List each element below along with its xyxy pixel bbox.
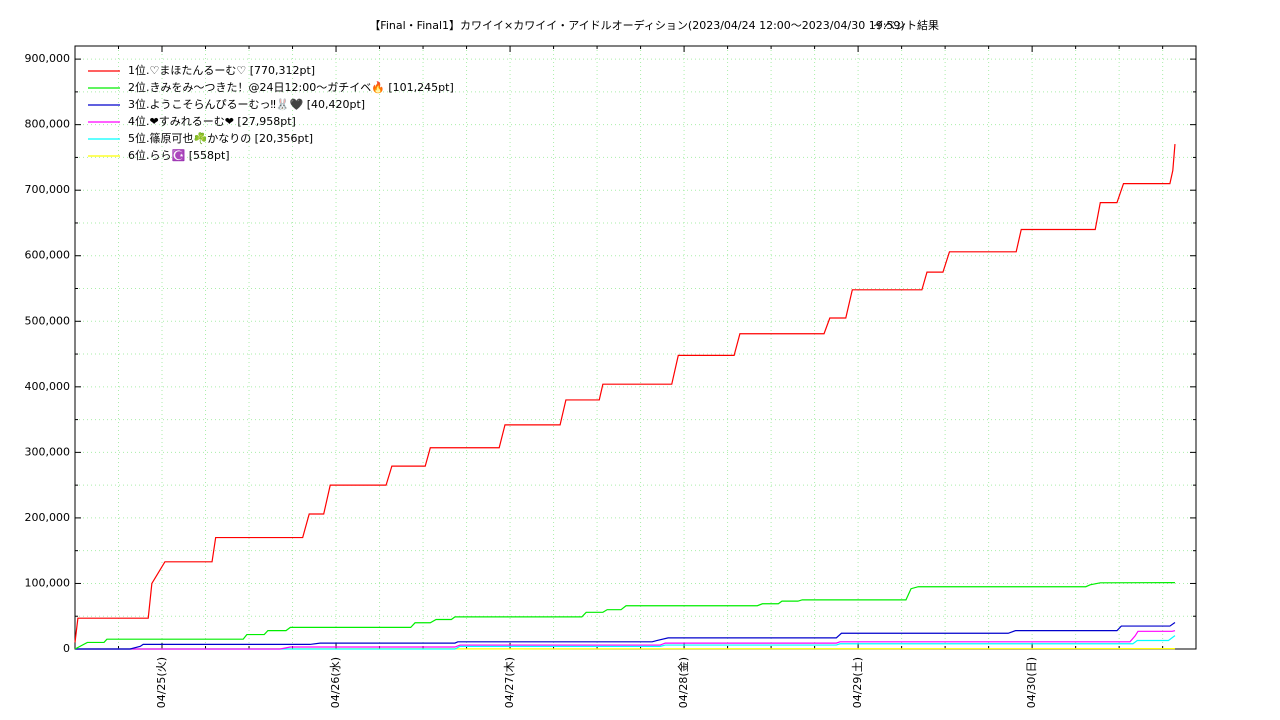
y-tick-label: 800,000 <box>25 118 71 131</box>
x-tick-label: 04/29(土) <box>851 657 864 708</box>
x-tick-label: 04/27(木) <box>503 657 516 708</box>
x-tick-label: 04/28(金) <box>676 657 690 708</box>
y-tick-label: 400,000 <box>25 380 71 393</box>
series-line <box>75 622 1176 650</box>
chart-subtitle: イベント結果 <box>873 18 939 32</box>
y-tick-label: 700,000 <box>25 183 71 196</box>
x-tick-label: 04/30(日) <box>1025 657 1038 708</box>
chart-title: 【Final・Final1】カワイイ×カワイイ・アイドルオーディション(2023… <box>369 18 904 32</box>
legend-label: 3位.ようこそらんぴるーむっ‼︎🐰🖤 [40,420pt] <box>128 97 365 111</box>
y-tick-label: 300,000 <box>25 445 71 458</box>
x-tick-label: 04/26(水) <box>329 657 342 708</box>
y-tick-label: 900,000 <box>25 52 71 65</box>
y-tick-label: 100,000 <box>25 576 71 589</box>
y-tick-label: 600,000 <box>25 249 71 262</box>
series-line <box>74 144 1176 643</box>
legend-label: 5位.篠原可也☘️かなりの [20,356pt] <box>128 131 313 145</box>
series-line <box>75 630 1176 650</box>
y-tick-label: 200,000 <box>25 511 71 524</box>
legend-label: 6位.らら☪️ [558pt] <box>128 148 230 162</box>
x-tick-label: 04/25(火) <box>155 657 168 708</box>
legend-label: 2位.きみをみ〜つきた！@24日12:00〜ガチイベ🔥 [101,245pt] <box>128 80 454 94</box>
series-line <box>74 582 1175 650</box>
y-tick-label: 0 <box>63 642 70 655</box>
series-line <box>75 635 1176 650</box>
y-tick-label: 500,000 <box>25 314 71 327</box>
legend-label: 4位.❤すみれるーむ❤ [27,958pt] <box>128 114 296 128</box>
legend-label: 1位.♡まほたんるーむ♡ [770,312pt] <box>128 63 315 77</box>
